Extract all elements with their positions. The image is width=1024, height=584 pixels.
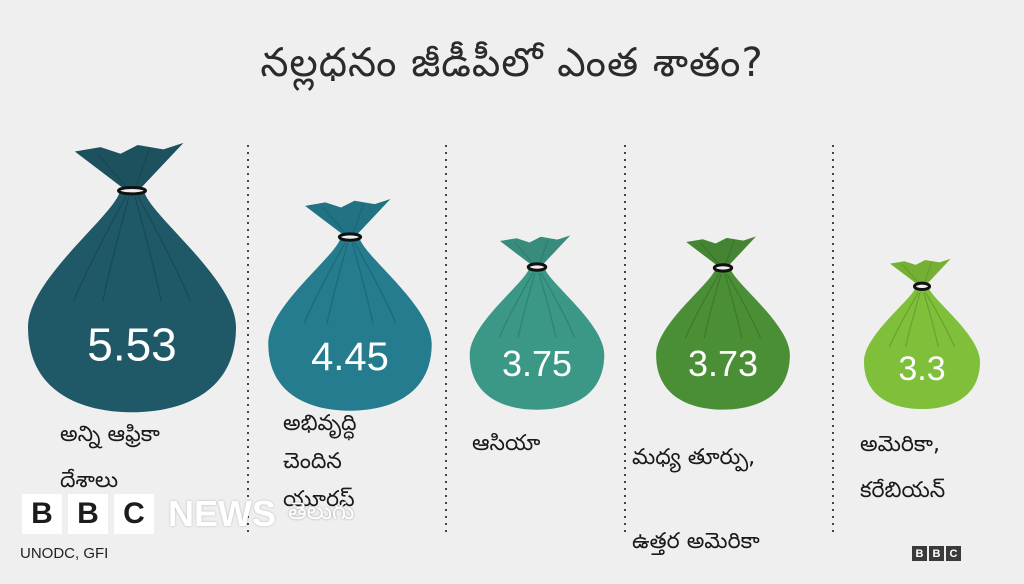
bbc-small-letter: B xyxy=(929,546,944,561)
bag-fold xyxy=(326,242,349,324)
bbc-letter: B xyxy=(22,494,62,534)
bag-top xyxy=(74,142,184,189)
bag-fold xyxy=(923,292,939,348)
bag-top xyxy=(890,258,951,285)
bag-body xyxy=(28,192,236,413)
value-label: 4.45 xyxy=(311,335,389,379)
bag-top xyxy=(305,198,391,236)
category-label-line: ఆసియా xyxy=(472,431,541,456)
bag-tie xyxy=(912,281,932,292)
bag-body xyxy=(469,269,605,410)
bag-body xyxy=(268,239,432,411)
money-bag: 5.53 xyxy=(28,142,236,413)
bbc-small-letter: C xyxy=(946,546,961,561)
bag-top-fold xyxy=(700,240,735,267)
category-label-line: మధ్య తూర్పు, xyxy=(632,445,756,470)
category-label-line: అభివృద్ధి xyxy=(283,411,357,436)
value-label: 3.75 xyxy=(502,343,572,384)
bag-tie xyxy=(116,185,148,196)
bbc-letter: B xyxy=(68,494,108,534)
bag-fold xyxy=(498,272,534,338)
bag-fold xyxy=(724,273,743,339)
money-bag: 4.45 xyxy=(268,198,432,411)
bag-top xyxy=(686,236,757,266)
bag-fold xyxy=(134,196,162,302)
bag-body xyxy=(864,288,980,410)
category-label-line: అమెరికా, xyxy=(860,432,940,457)
bag-top-fold xyxy=(97,149,150,190)
category-label-line: ఉత్తర అమెరికా xyxy=(632,529,760,554)
category-label-line: చెందిన xyxy=(283,449,342,474)
bag-top xyxy=(499,235,571,266)
value-label: 3.73 xyxy=(688,343,758,384)
money-bag: 3.73 xyxy=(656,236,790,410)
source-credit: UNODC, GFI xyxy=(20,545,109,562)
bag-fold xyxy=(303,242,346,324)
value-label: 5.53 xyxy=(87,318,177,370)
money-bag: 3.3 xyxy=(864,258,980,410)
bag-fold xyxy=(703,273,722,339)
category-label: అభివృద్ధి చెందిన యూరప్ xyxy=(283,405,357,519)
bag-fold xyxy=(351,242,374,324)
bag-tie xyxy=(337,232,363,242)
category-label-line: యూరప్ xyxy=(283,487,355,512)
chart-title: నల్లధనం జీడీపీలో ఎంత శాతం? xyxy=(260,40,764,86)
language-wordmark: తెలుగు xyxy=(288,497,355,525)
category-label: అన్ని ఆఫ్రికా దేశాలు xyxy=(60,412,160,504)
news-wordmark: NEWS xyxy=(168,493,276,534)
category-label: ఆసియా xyxy=(472,421,540,467)
money-bag: 3.75 xyxy=(469,235,605,410)
bag-fold xyxy=(517,272,536,338)
category-label-line: దేశాలు xyxy=(60,468,119,493)
bag-fold xyxy=(924,292,956,348)
category-label: అమెరికా, కరేబియన్ xyxy=(860,422,945,514)
bag-fold xyxy=(102,196,130,302)
bag-fold xyxy=(905,292,921,348)
bbc-small-logo: B B C xyxy=(912,546,961,561)
category-label-line: కరేబియన్ xyxy=(860,478,946,503)
bag-fold xyxy=(538,272,557,338)
bag-tie xyxy=(712,263,734,273)
value-label: 3.3 xyxy=(898,350,945,388)
category-label: మధ్య తూర్పు, ఉత్తర అమెరికా xyxy=(632,416,760,584)
bbc-letter: C xyxy=(114,494,154,534)
bag-tie xyxy=(526,262,548,272)
bag-top-fold xyxy=(322,203,364,236)
bbc-news-telugu-logo: B B C NEWS తెలుగు xyxy=(22,493,354,535)
bag-fold xyxy=(73,196,127,302)
bag-body xyxy=(656,269,790,410)
bag-fold xyxy=(540,272,576,338)
bag-fold xyxy=(726,273,762,339)
bbc-small-letter: B xyxy=(912,546,927,561)
bag-fold xyxy=(137,196,191,302)
bag-fold xyxy=(354,242,397,324)
bag-top-fold xyxy=(514,239,549,266)
bag-fold xyxy=(888,292,920,348)
bag-fold xyxy=(684,273,720,339)
bag-top-fold xyxy=(902,262,933,285)
category-label-line: అన్ని ఆఫ్రికా xyxy=(60,422,160,447)
